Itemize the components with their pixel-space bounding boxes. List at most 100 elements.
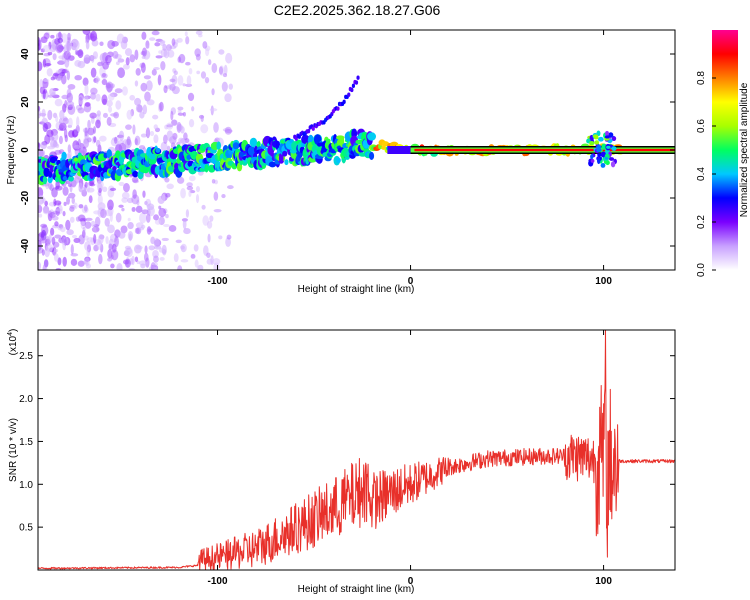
- noise-blob: [111, 249, 119, 261]
- noise-blob: [71, 197, 75, 205]
- noise-blob: [141, 47, 147, 57]
- noise-blob: [100, 61, 105, 65]
- noise-blob: [78, 96, 83, 107]
- noise-blob: [128, 267, 136, 270]
- noise-blob: [80, 220, 86, 226]
- noise-blob: [66, 100, 75, 108]
- noise-blob: [204, 76, 210, 84]
- noise-blob: [213, 262, 220, 270]
- noise-blob: [73, 128, 78, 136]
- snr-x-label: Height of straight line (km): [298, 584, 415, 595]
- disturbance-blob: [596, 130, 601, 137]
- noise-blob: [106, 100, 113, 107]
- ridge-blob: [232, 142, 240, 150]
- noise-blob: [93, 239, 102, 246]
- disturbance-blob: [589, 141, 595, 146]
- noise-blob: [132, 124, 136, 135]
- noise-blob: [163, 224, 170, 228]
- noise-blob: [168, 83, 172, 91]
- noise-blob: [84, 130, 89, 140]
- noise-blob: [108, 106, 113, 113]
- noise-blob: [91, 226, 100, 233]
- noise-blob: [162, 249, 167, 254]
- noise-blob: [185, 83, 193, 88]
- noise-blob: [153, 255, 159, 263]
- noise-blob: [64, 100, 68, 109]
- noise-blob: [49, 211, 56, 219]
- noise-blob: [40, 229, 47, 241]
- branch-blob: [342, 99, 346, 105]
- y-tick-label: 0.5: [19, 523, 33, 534]
- noise-blob: [41, 117, 49, 128]
- noise-blob: [151, 30, 160, 36]
- noise-blob: [67, 104, 76, 115]
- noise-blob: [112, 50, 119, 59]
- noise-blob: [43, 121, 52, 130]
- noise-blob: [140, 82, 148, 92]
- noise-blob: [135, 227, 142, 235]
- ridge-blob: [47, 175, 53, 184]
- noise-blob: [143, 75, 152, 80]
- disturbance-blob: [601, 143, 607, 150]
- noise-blob: [38, 187, 44, 199]
- noise-blob: [117, 58, 125, 63]
- noise-blob: [47, 94, 54, 98]
- noise-blob: [135, 205, 143, 213]
- noise-blob: [166, 130, 174, 142]
- noise-blob: [99, 234, 105, 240]
- noise-blob: [66, 41, 72, 53]
- noise-blob: [55, 115, 59, 123]
- noise-blob: [171, 119, 178, 126]
- colorbar-tick-label: 0.2: [696, 215, 707, 229]
- noise-blob: [67, 104, 73, 111]
- noise-blob: [204, 45, 211, 52]
- noise-blob: [180, 137, 185, 144]
- ridge-blob: [247, 146, 256, 156]
- noise-blob: [46, 129, 54, 138]
- noise-blob: [188, 118, 195, 128]
- noise-blob: [62, 210, 66, 217]
- noise-blob: [80, 221, 86, 230]
- noise-blob: [153, 245, 162, 250]
- noise-blob: [144, 200, 148, 205]
- noise-blob: [71, 234, 78, 239]
- noise-blob: [177, 106, 184, 111]
- noise-blob: [92, 51, 98, 60]
- noise-blob: [149, 265, 157, 270]
- noise-blob: [91, 39, 99, 47]
- noise-blob: [57, 72, 64, 79]
- noise-blob: [84, 127, 88, 137]
- noise-blob: [67, 149, 72, 161]
- noise-blob: [206, 220, 213, 229]
- noise-blob: [150, 236, 156, 245]
- noise-blob: [142, 190, 146, 198]
- noise-blob: [179, 138, 188, 144]
- noise-blob: [74, 177, 81, 183]
- noise-blob: [106, 83, 113, 93]
- noise-blob: [93, 210, 101, 215]
- noise-blob: [198, 33, 203, 38]
- noise-blob: [127, 221, 134, 230]
- disturbance-blob: [594, 136, 599, 140]
- noise-blob: [84, 257, 90, 267]
- noise-blob: [171, 74, 178, 86]
- colorbar-tick-label: 0.6: [696, 119, 707, 133]
- ridge-blob: [282, 150, 288, 157]
- noise-blob: [55, 143, 60, 149]
- noise-blob: [68, 117, 73, 128]
- noise-blob: [66, 70, 71, 81]
- noise-blob: [90, 220, 96, 227]
- noise-blob: [64, 57, 70, 68]
- noise-blob: [81, 229, 86, 239]
- noise-blob: [145, 45, 150, 49]
- branch-blob: [336, 106, 340, 111]
- noise-blob: [60, 226, 66, 233]
- noise-blob: [114, 54, 122, 60]
- noise-blob: [38, 142, 41, 148]
- noise-blob: [90, 33, 95, 39]
- noise-blob: [187, 92, 195, 102]
- noise-blob: [110, 263, 115, 269]
- noise-blob: [43, 32, 50, 40]
- noise-blob: [54, 234, 62, 239]
- ridge-blob: [42, 175, 48, 185]
